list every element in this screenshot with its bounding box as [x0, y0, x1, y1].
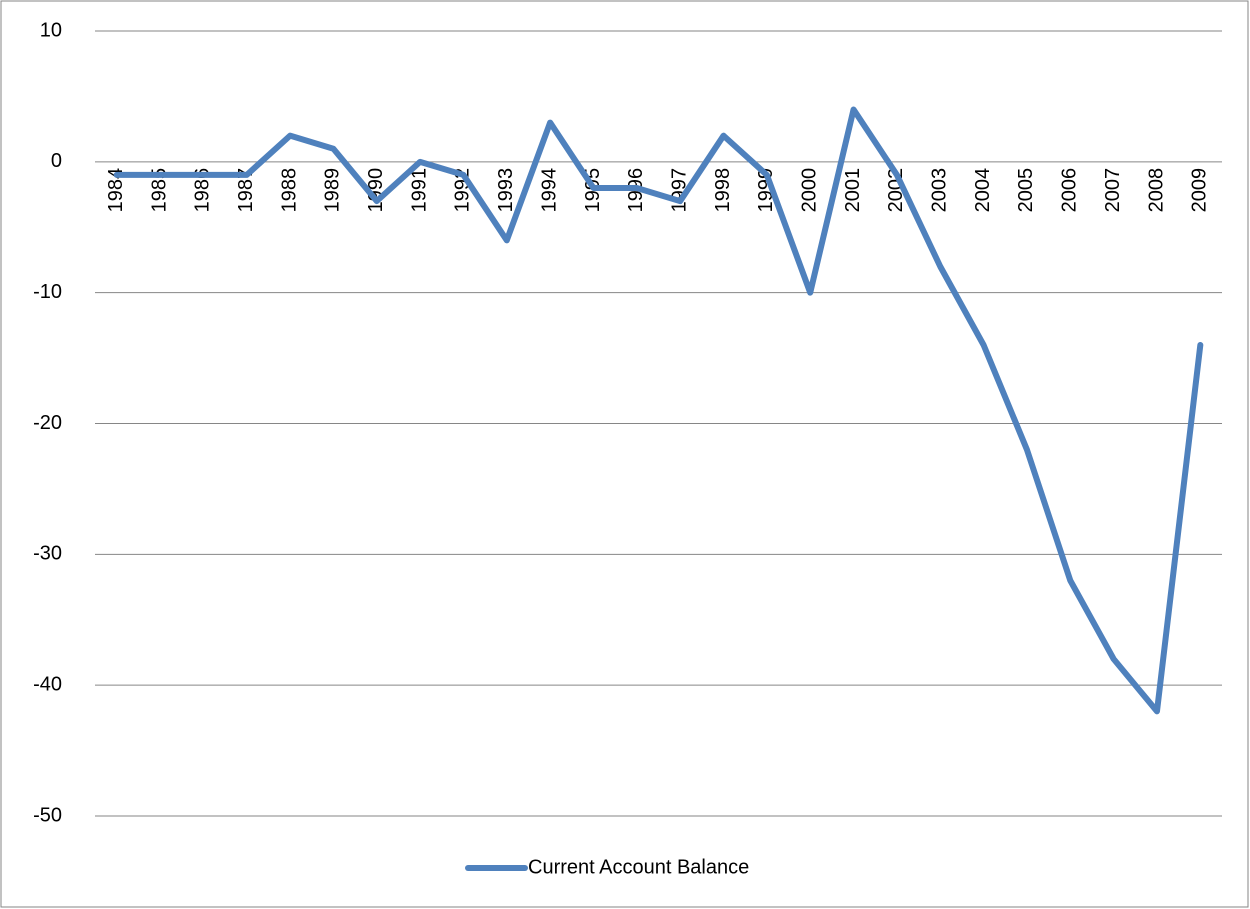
x-tick-label: 2000	[798, 168, 820, 213]
y-tick-label: -10	[33, 281, 62, 303]
x-tick-label: 2009	[1189, 168, 1211, 213]
x-tick-label: 2007	[1102, 168, 1124, 213]
x-tick-label: 1987	[235, 168, 257, 213]
x-tick-label: 1984	[105, 168, 127, 213]
y-tick-label: -50	[33, 804, 62, 826]
legend-label: Current Account Balance	[528, 856, 749, 878]
x-tick-label: 1993	[495, 168, 517, 213]
x-tick-label: 1985	[148, 168, 170, 213]
x-tick-label: 2008	[1145, 168, 1167, 213]
x-tick-label: 2004	[972, 168, 994, 213]
x-tick-label: 1999	[755, 168, 777, 213]
x-tick-label: 1994	[538, 168, 560, 213]
x-tick-label: 1988	[278, 168, 300, 213]
x-tick-label: 2006	[1059, 168, 1081, 213]
data-line	[113, 106, 1204, 715]
y-tick-label: -30	[33, 543, 62, 565]
x-tick-label: 1991	[408, 168, 430, 213]
y-tick-label: 0	[51, 150, 62, 172]
x-tick-label: 2003	[929, 168, 951, 213]
x-tick-label: 1998	[712, 168, 734, 213]
y-tick-label: 10	[40, 19, 62, 41]
x-tick-label: 1986	[192, 168, 214, 213]
x-tick-label: 2005	[1015, 168, 1037, 213]
x-tick-label: 2001	[842, 168, 864, 213]
y-tick-label: -20	[33, 412, 62, 434]
x-tick-label: 1989	[322, 168, 344, 213]
x-tick-label: 1990	[365, 168, 387, 213]
y-tick-label: -40	[33, 673, 62, 695]
